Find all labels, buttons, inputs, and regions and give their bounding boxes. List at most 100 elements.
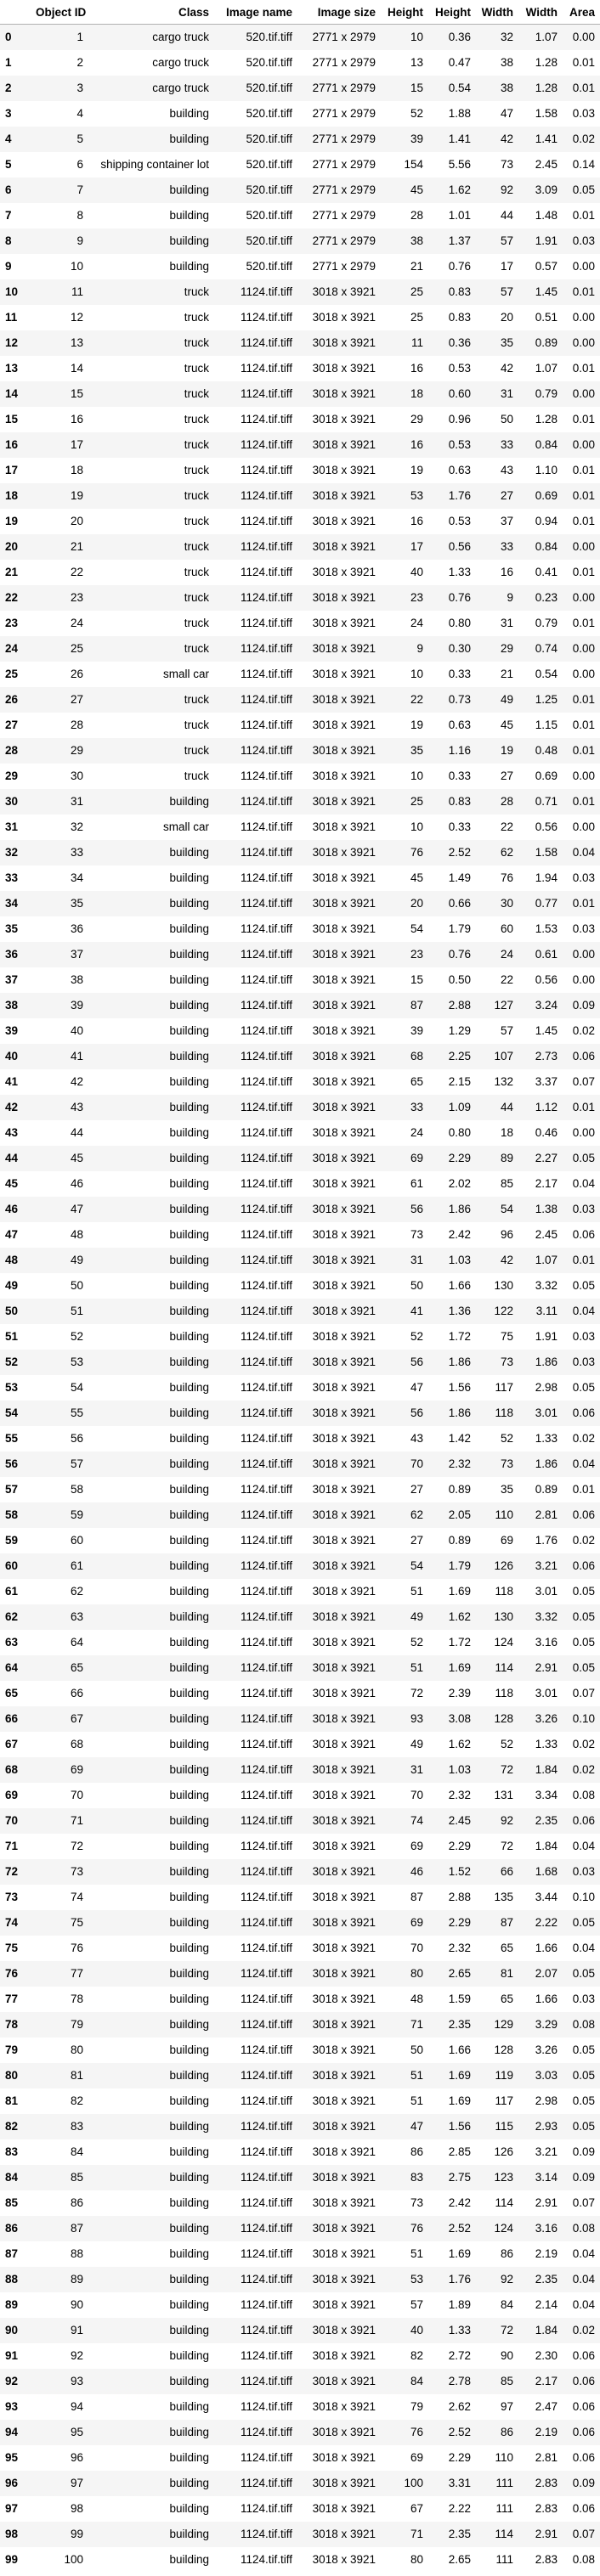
height-px-cell: 51 <box>410 2247 423 2260</box>
height-px-cell: 24 <box>410 1126 423 1139</box>
height-pct-cell: 1.59 <box>448 1993 471 2005</box>
height-px-cell: 71 <box>410 2018 423 2031</box>
height-pct-cell: 1.69 <box>448 2247 471 2260</box>
width-px-cell: 128 <box>494 1712 513 1725</box>
width-pct-cell: 1.45 <box>535 1024 558 1037</box>
object-id-cell: 93 <box>70 2375 83 2387</box>
width-px-cell: 130 <box>494 1279 513 1292</box>
area-cell: 0.01 <box>572 285 595 298</box>
row-index: 83 <box>5 2145 19 2158</box>
object-id-cell: 18 <box>70 464 83 476</box>
object-id-cell: 72 <box>70 1840 83 1852</box>
image-name-cell: 1124.tif.tiff <box>240 1840 292 1852</box>
width-pct-cell: 2.19 <box>535 2247 558 2260</box>
width-px-cell: 38 <box>500 56 513 69</box>
class-cell: building <box>169 897 209 910</box>
width-pct-cell: 2.17 <box>535 1177 558 1190</box>
image-size-cell: 3018 x 3921 <box>312 311 376 324</box>
row-index: 11 <box>5 311 18 324</box>
height-px-cell: 10 <box>410 769 423 782</box>
table-row: 93 94 building 1124.tif.tiff 3018 x 3921 79 2.… <box>0 2393 600 2420</box>
height-pct-cell: 2.52 <box>448 2222 471 2235</box>
width-pct-cell: 3.34 <box>535 1789 558 1801</box>
class-cell: truck <box>184 769 209 782</box>
width-px-cell: 132 <box>494 1075 513 1088</box>
width-pct-cell: 3.14 <box>535 2171 558 2184</box>
width-pct-cell: 2.30 <box>535 2349 558 2362</box>
image-name-cell: 1124.tif.tiff <box>240 489 292 502</box>
class-cell: truck <box>184 566 209 578</box>
object-id-cell: 10 <box>70 260 83 273</box>
height-pct-cell: 2.32 <box>448 1789 471 1801</box>
row-index: 28 <box>5 744 19 757</box>
object-id-cell: 22 <box>70 566 83 578</box>
area-cell: 0.00 <box>572 973 595 986</box>
area-cell: 0.04 <box>572 2247 595 2260</box>
width-px-cell: 20 <box>500 311 513 324</box>
class-cell: building <box>169 2451 209 2464</box>
object-id-cell: 75 <box>70 1916 83 1929</box>
width-pct-cell: 3.03 <box>535 2069 558 2082</box>
row-index: 1 <box>5 56 12 69</box>
area-cell: 0.02 <box>572 2324 595 2336</box>
width-pct-cell: 1.28 <box>535 56 558 69</box>
area-cell: 0.03 <box>572 1203 595 1215</box>
width-pct-cell: 2.81 <box>535 2451 558 2464</box>
area-cell: 0.01 <box>572 1254 595 1266</box>
class-cell: truck <box>184 311 209 324</box>
area-cell: 0.02 <box>572 1024 595 1037</box>
width-px-cell: 124 <box>494 2222 513 2235</box>
class-cell: building <box>169 871 209 884</box>
area-cell: 0.06 <box>572 1559 595 1572</box>
area-cell: 0.03 <box>572 234 595 247</box>
row-index: 44 <box>5 1152 19 1164</box>
row-index: 86 <box>5 2222 19 2235</box>
image-size-cell: 2771 x 2979 <box>312 209 376 222</box>
object-id-cell: 92 <box>70 2349 83 2362</box>
class-cell: truck <box>184 591 209 604</box>
image-name-cell: 520.tif.tiff <box>246 56 292 69</box>
width-px-cell: 44 <box>500 1101 513 1113</box>
image-name-cell: 1124.tif.tiff <box>240 2502 292 2515</box>
header-image-name: Image name <box>214 0 297 25</box>
row-index: 76 <box>5 1967 19 1980</box>
row-index: 5 <box>5 158 12 171</box>
width-px-cell: 49 <box>500 693 513 706</box>
height-px-cell: 51 <box>410 2069 423 2082</box>
object-id-cell: 43 <box>70 1101 83 1113</box>
object-id-cell: 90 <box>70 2298 83 2311</box>
object-id-cell: 65 <box>70 1661 83 1674</box>
image-size-cell: 3018 x 3921 <box>312 1865 376 1878</box>
image-name-cell: 1124.tif.tiff <box>240 2145 292 2158</box>
height-pct-cell: 1.72 <box>448 1330 471 1343</box>
width-px-cell: 97 <box>500 2400 513 2413</box>
class-cell: truck <box>184 387 209 400</box>
height-px-cell: 50 <box>410 1279 423 1292</box>
image-size-cell: 3018 x 3921 <box>312 1840 376 1852</box>
area-cell: 0.04 <box>572 1840 595 1852</box>
width-px-cell: 92 <box>500 2273 513 2286</box>
table-row: 17 18 truck 1124.tif.tiff 3018 x 3921 19 0.63 4… <box>0 457 600 483</box>
object-id-cell: 8 <box>76 209 83 222</box>
class-cell: building <box>169 1636 209 1649</box>
row-index: 0 <box>5 31 12 44</box>
width-pct-cell: 0.69 <box>535 489 558 502</box>
image-name-cell: 1124.tif.tiff <box>240 1024 292 1037</box>
area-cell: 0.00 <box>572 311 595 324</box>
row-index: 30 <box>5 795 19 808</box>
height-px-cell: 69 <box>410 1840 423 1852</box>
area-cell: 0.05 <box>572 1585 595 1598</box>
image-name-cell: 1124.tif.tiff <box>240 1356 292 1368</box>
area-cell: 0.00 <box>572 591 595 604</box>
width-px-cell: 73 <box>500 1457 513 1470</box>
height-px-cell: 52 <box>410 107 423 120</box>
width-px-cell: 114 <box>495 1661 513 1674</box>
width-pct-cell: 2.27 <box>535 1152 558 1164</box>
width-pct-cell: 0.71 <box>535 795 558 808</box>
area-cell: 0.00 <box>572 387 595 400</box>
object-id-cell: 99 <box>70 2528 83 2540</box>
area-cell: 0.06 <box>572 2375 595 2387</box>
object-id-cell: 16 <box>70 413 83 426</box>
image-name-cell: 1124.tif.tiff <box>240 693 292 706</box>
area-cell: 0.10 <box>572 1891 595 1903</box>
